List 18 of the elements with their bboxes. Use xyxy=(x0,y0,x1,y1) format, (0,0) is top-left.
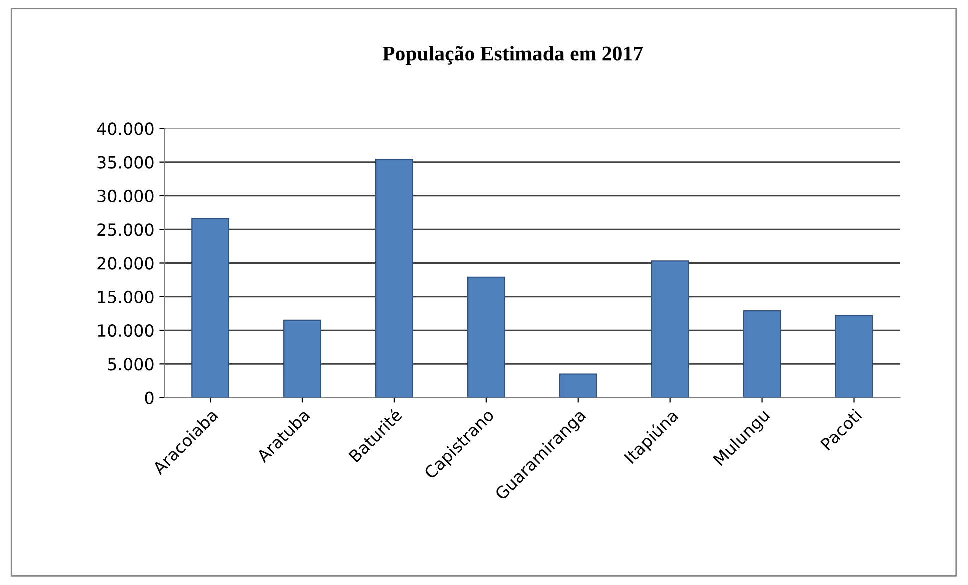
bar xyxy=(376,159,414,398)
y-tick-label: 20.000 xyxy=(98,257,154,270)
y-tick-label: 10.000 xyxy=(98,324,154,338)
bar xyxy=(559,374,598,398)
bar xyxy=(284,320,322,398)
y-tick-label: 15.000 xyxy=(98,290,154,304)
bar xyxy=(651,260,690,398)
bar xyxy=(835,315,874,398)
y-tick-label: 40.000 xyxy=(97,122,154,136)
y-tick-label: 30.000 xyxy=(98,190,154,203)
bar xyxy=(467,276,506,398)
y-tick-label: 25.000 xyxy=(98,224,154,236)
bar xyxy=(192,218,230,398)
chart-title: População Estimada em 2017 xyxy=(382,46,644,66)
y-tick-label: 35.000 xyxy=(98,156,154,169)
bar xyxy=(743,310,782,398)
y-tick-label: 0 xyxy=(145,392,154,404)
y-tick-label: 5.000 xyxy=(108,358,154,371)
